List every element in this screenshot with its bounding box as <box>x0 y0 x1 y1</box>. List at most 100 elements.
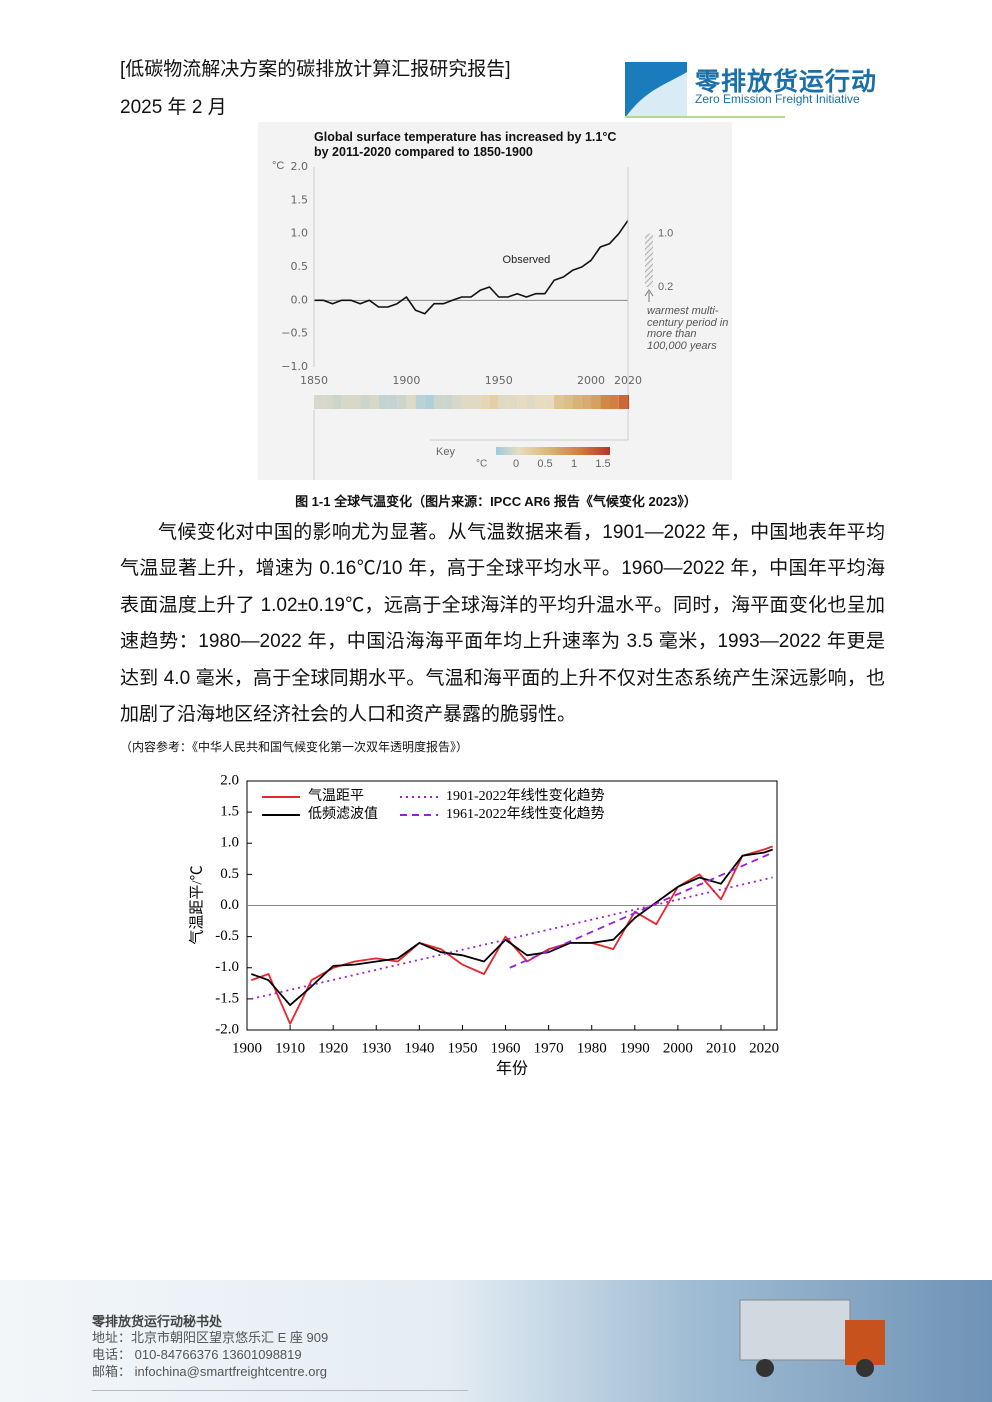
y-tick-label: 0.5 <box>220 866 239 882</box>
legend-label: 气温距平 <box>308 788 364 804</box>
axis-unit: °C <box>272 160 284 172</box>
logo-graphic <box>625 62 785 118</box>
legend-label: 低频滤波值 <box>308 806 378 822</box>
series-line <box>250 848 774 1006</box>
warming-stripe <box>581 395 592 409</box>
warming-stripe <box>378 395 388 409</box>
report-title: [低碳物流解决方案的碳排放计算汇报研究报告] <box>120 59 511 80</box>
warming-stripe <box>415 395 425 409</box>
y-tick-label: 0.0 <box>220 897 239 913</box>
x-tick-label: 2000 <box>577 374 605 387</box>
annotation: warmest multi-century period in more tha… <box>647 305 729 352</box>
series-line <box>509 851 774 969</box>
y-axis-label: 气温距平/℃ <box>188 865 205 944</box>
warming-stripe <box>314 395 324 409</box>
x-tick-label: 1900 <box>232 1040 262 1056</box>
warming-stripe <box>618 395 628 409</box>
warming-stripe <box>332 395 342 409</box>
warming-stripe <box>360 395 370 409</box>
warming-stripe <box>350 395 361 409</box>
warming-stripe <box>507 395 518 409</box>
range-label: 0.2 <box>658 281 673 293</box>
range-bar <box>645 233 653 287</box>
warming-stripe <box>554 395 564 409</box>
warming-stripe <box>489 395 499 409</box>
body-paragraph: 气候变化对中国的影响尤为显著。从气温数据来看，1901—2022 年，中国地表年… <box>120 522 885 726</box>
y-tick-label: 0.5 <box>291 260 309 273</box>
x-tick-label: 1950 <box>447 1040 477 1056</box>
x-tick-label: 2000 <box>663 1040 693 1056</box>
figure-background <box>258 122 732 480</box>
warming-stripe <box>498 395 508 409</box>
warming-stripe <box>471 395 481 409</box>
key-tick-label: 0.5 <box>537 458 552 470</box>
logo-text: 零排放货运行动 <box>695 68 878 96</box>
y-tick-label: -1.5 <box>215 990 239 1006</box>
warming-stripe <box>369 395 379 409</box>
y-tick-label: 1.0 <box>291 227 309 240</box>
x-tick-label: 1910 <box>275 1040 305 1056</box>
x-tick-label: 1920 <box>318 1040 348 1056</box>
footer-rule <box>92 1390 468 1391</box>
warming-stripe <box>535 395 545 409</box>
y-tick-label: 2.0 <box>220 772 239 788</box>
y-tick-label: -1.0 <box>215 959 239 975</box>
figure-caption: 图 1-1 全球气温变化（图片来源：IPCC AR6 报告《气候变化 2023》… <box>295 494 697 509</box>
report-date: 2025 年 2 月 <box>120 97 227 118</box>
legend-label: 1961-2022年线性变化趋势 <box>446 806 605 822</box>
key-tick-label: 0 <box>513 458 519 470</box>
warming-stripe <box>526 395 536 409</box>
y-tick-label: -0.5 <box>215 928 239 944</box>
x-tick-label: 1960 <box>491 1040 521 1056</box>
footer-address: 地址：北京市朝阳区望京悠乐汇 E 座 909 <box>92 1330 329 1345</box>
charts: −1.0 −0.5 0.0 0.5 1.0 1.5 2.0 1850 1900 1950 2000 2… <box>188 122 779 1078</box>
warming-stripe <box>424 395 435 409</box>
key-unit: °C <box>476 459 487 470</box>
key-colorbar <box>496 447 610 455</box>
y-tick-label: -2.0 <box>215 1021 239 1037</box>
range-label: 1.0 <box>658 228 673 240</box>
series-line <box>250 845 774 1025</box>
truck-illustration <box>739 1299 885 1377</box>
warming-stripe <box>452 395 462 409</box>
reference-note: （内容参考：《中华人民共和国气候变化第一次双年透明度报告》） <box>120 740 469 754</box>
warming-stripe <box>572 395 582 409</box>
x-axis-label: 年份 <box>496 1060 528 1078</box>
warming-stripe <box>544 395 555 409</box>
warming-stripe <box>461 395 471 409</box>
y-tick-label: 1.5 <box>220 804 239 820</box>
warming-stripe <box>434 395 444 409</box>
series-label: Observed <box>503 254 551 266</box>
warming-stripe <box>406 395 416 409</box>
warming-stripe <box>323 395 333 409</box>
warming-stripe <box>517 395 527 409</box>
warming-stripe <box>341 395 351 409</box>
footer-email: 邮箱： infochina@smartfreightcentre.org <box>92 1364 328 1379</box>
y-tick-label: 0.0 <box>291 293 309 306</box>
x-tick-label: 1940 <box>404 1040 434 1056</box>
key-tick-label: 1 <box>571 458 577 470</box>
x-tick-label: 1950 <box>485 374 513 387</box>
x-tick-label: 1980 <box>577 1040 607 1056</box>
x-tick-label: 1900 <box>392 374 420 387</box>
warming-stripe <box>609 395 619 409</box>
warming-stripe <box>628 395 629 409</box>
key-tick-label: 1.5 <box>595 458 610 470</box>
x-tick-label: 1970 <box>534 1040 564 1056</box>
warming-stripe <box>480 395 490 409</box>
arrow <box>644 289 654 302</box>
y-tick-label: −1.0 <box>281 360 308 373</box>
key-title: Key <box>436 446 455 458</box>
footer-org: 零排放货运行动秘书处 <box>92 1314 223 1329</box>
warming-stripe <box>591 395 601 409</box>
y-tick-label: −0.5 <box>281 327 308 340</box>
logo-subtext: Zero Emission Freight Initiative <box>695 92 860 106</box>
legend-label: 1901-2022年线性变化趋势 <box>446 788 605 804</box>
warming-stripe <box>563 395 573 409</box>
x-tick-label: 2020 <box>749 1040 779 1056</box>
series-line <box>314 219 629 315</box>
x-tick-label: 1930 <box>361 1040 391 1056</box>
warming-stripe <box>397 395 407 409</box>
y-tick-label: 2.0 <box>291 160 309 173</box>
